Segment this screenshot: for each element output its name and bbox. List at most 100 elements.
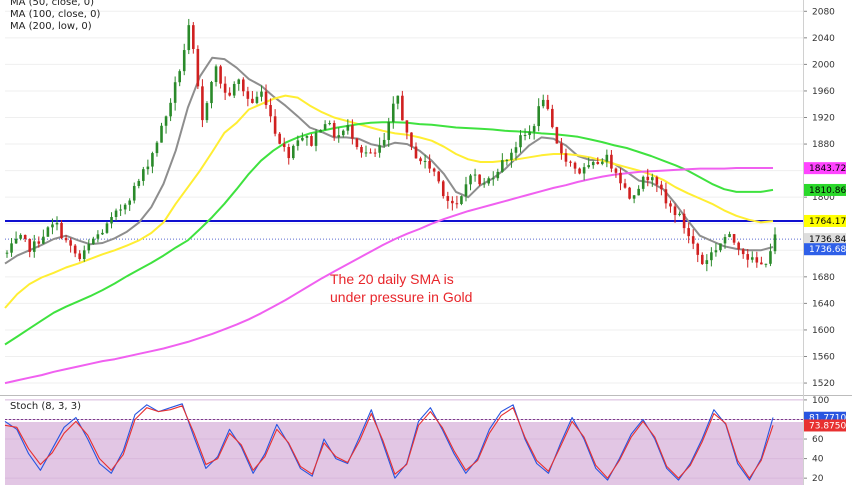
candle-body <box>705 260 709 264</box>
candle-body <box>355 138 359 147</box>
candle-body <box>78 253 82 260</box>
candle <box>760 256 763 265</box>
candle <box>619 167 622 191</box>
price-badge: 1736.84 <box>804 233 846 246</box>
candle <box>305 135 309 146</box>
candle-body <box>301 137 304 141</box>
candle-body <box>369 152 372 154</box>
candle-body <box>192 25 195 49</box>
candle <box>260 85 263 102</box>
candle <box>601 158 604 166</box>
candle-body <box>128 200 131 205</box>
candle <box>573 161 577 174</box>
candle-body <box>160 125 163 143</box>
candle-body <box>582 167 586 174</box>
candle-body <box>728 234 731 238</box>
candle-body <box>514 147 518 153</box>
candle <box>301 132 304 142</box>
candle <box>146 159 150 175</box>
price-badge-bg <box>804 183 846 196</box>
candle <box>641 175 645 192</box>
price-tick-label: 2000 <box>812 60 835 70</box>
candle <box>591 160 595 169</box>
price-tick-label: 2080 <box>812 7 835 17</box>
price-tick-label: 1960 <box>812 87 835 97</box>
price-badge-bg <box>804 214 846 227</box>
legend-entry: MA (50, close, 0) <box>10 0 94 8</box>
candle-body <box>123 204 127 210</box>
candle <box>214 64 218 87</box>
candle <box>419 156 422 165</box>
candle <box>750 251 754 263</box>
candle-body <box>5 252 9 254</box>
candle-body <box>269 105 272 117</box>
candle <box>73 244 77 258</box>
annotation-line: under pressure in Gold <box>330 289 472 305</box>
candle-body <box>201 86 204 121</box>
candle <box>246 86 250 107</box>
candle <box>28 238 32 258</box>
candle-body <box>510 152 513 160</box>
candle <box>351 119 354 145</box>
candle-body <box>10 243 13 253</box>
candle-body <box>641 176 645 189</box>
candle-body <box>623 183 627 188</box>
candle <box>528 125 531 140</box>
candle <box>242 77 245 97</box>
candle <box>501 153 504 173</box>
candle-body <box>496 171 500 179</box>
price-badge-label: 1843.72 <box>809 164 846 174</box>
candle-body <box>223 83 227 93</box>
candle <box>264 84 268 109</box>
candle <box>719 243 722 253</box>
candle-body <box>319 129 322 133</box>
stoch-tick-label: 40 <box>812 455 824 465</box>
candle <box>123 203 127 215</box>
candle-body <box>523 135 527 137</box>
price-badge: 1736.68 <box>804 243 846 256</box>
candle <box>51 218 54 235</box>
candle-body <box>232 83 236 96</box>
candle-body <box>164 116 168 126</box>
candle <box>160 122 163 143</box>
candle-body <box>628 187 631 199</box>
price-tick-label: 1560 <box>812 352 835 362</box>
candle-body <box>587 165 590 168</box>
candle <box>710 247 713 267</box>
candle-body <box>528 131 531 136</box>
price-tick-label: 1640 <box>812 299 835 309</box>
support-lines <box>5 219 803 240</box>
candle <box>219 64 222 89</box>
candle <box>119 204 122 216</box>
candle <box>278 131 281 145</box>
candle-body <box>273 116 277 134</box>
candle <box>541 94 545 109</box>
candle <box>510 148 513 168</box>
candle-body <box>710 252 713 261</box>
candle-body <box>51 224 54 228</box>
candle <box>287 143 291 165</box>
candle <box>741 248 745 259</box>
candle <box>769 243 772 267</box>
candle <box>446 191 450 209</box>
candle <box>478 174 481 186</box>
legend-entry: MA (100, close, 0) <box>10 9 100 20</box>
price-badge-label: 1810.86 <box>809 186 846 196</box>
candle <box>605 149 609 168</box>
candle-body <box>228 92 231 96</box>
candle <box>678 211 681 217</box>
candle <box>55 216 59 231</box>
candle-body <box>73 245 77 254</box>
candle-body <box>282 143 286 147</box>
candle-body <box>651 177 654 181</box>
candle-body <box>464 184 468 197</box>
candle-body <box>655 177 659 185</box>
candle-body <box>214 66 218 83</box>
candle <box>532 123 536 140</box>
candle-body <box>46 227 50 237</box>
candle <box>555 126 559 144</box>
candle <box>464 176 468 202</box>
candle <box>705 254 709 272</box>
